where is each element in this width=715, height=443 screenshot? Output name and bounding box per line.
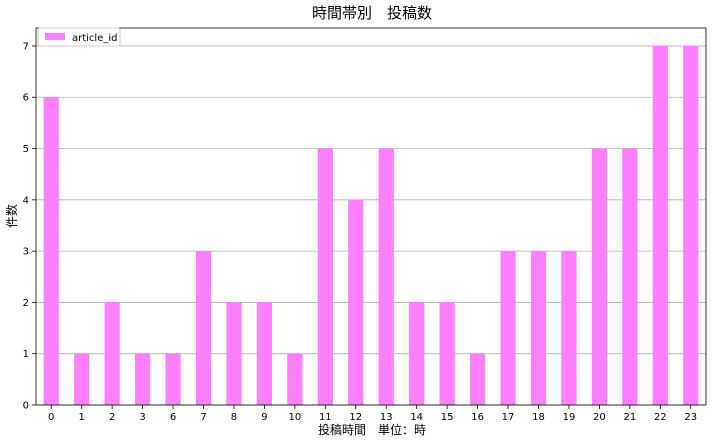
x-tick-label: 6	[170, 412, 176, 423]
x-tick-label: 15	[441, 412, 454, 423]
bar-hour-3	[134, 353, 151, 405]
bar-hour-15	[439, 302, 455, 405]
bar-hour-8	[226, 302, 242, 405]
bar-hour-13	[378, 148, 394, 405]
bar-hour-22	[652, 45, 668, 405]
x-tick-label: 7	[200, 412, 206, 423]
bar-hour-18	[530, 251, 547, 405]
bar-hour-0	[43, 97, 59, 405]
x-tick-label: 23	[684, 412, 697, 423]
legend: article_id	[37, 27, 121, 47]
bar-hour-17	[500, 251, 516, 405]
bar-hour-14	[409, 302, 425, 405]
y-tick-label: 4	[23, 195, 29, 206]
bar-hour-10	[287, 353, 303, 405]
bar-hour-21	[622, 148, 638, 405]
y-axis-ticks: 0 1 2 3 4 5 6 7	[23, 41, 36, 412]
y-tick-label: 0	[23, 401, 29, 412]
x-tick-label: 1	[78, 412, 84, 423]
x-tick-label: 14	[410, 412, 423, 423]
x-tick-label: 2	[109, 412, 115, 423]
x-axis-ticks: 0 1 2 3 6 7 8 9 10 11 12 13 14 15 16 17 18 19 20 21 22 23	[48, 405, 697, 423]
x-tick-label: 17	[502, 412, 515, 423]
y-axis-title: 件数	[4, 204, 19, 228]
legend-swatch	[45, 33, 65, 40]
x-tick-label: 0	[48, 412, 54, 423]
x-tick-label: 20	[593, 412, 606, 423]
x-tick-label: 18	[532, 412, 545, 423]
bar-hour-2	[104, 302, 120, 405]
y-tick-label: 2	[23, 298, 29, 309]
x-tick-label: 8	[231, 412, 237, 423]
bar-hour-11	[317, 148, 333, 405]
bar-hour-16	[469, 353, 486, 405]
x-tick-label: 21	[623, 412, 636, 423]
x-tick-label: 12	[349, 412, 362, 423]
bar-hour-1	[74, 353, 90, 405]
legend-label: article_id	[72, 33, 118, 44]
y-tick-label: 3	[23, 247, 29, 258]
bar-hour-23	[683, 45, 699, 405]
x-tick-label: 19	[563, 412, 576, 423]
plot-frame	[35, 27, 707, 406]
x-tick-label: 9	[261, 412, 267, 423]
x-tick-label: 13	[380, 412, 393, 423]
legend-box	[37, 27, 121, 47]
x-tick-label: 16	[471, 412, 484, 423]
bar-hour-9	[256, 302, 273, 405]
chart-title: 時間帯別 投稿数	[312, 4, 432, 22]
bar-hour-20	[591, 148, 608, 405]
bar-hour-6	[165, 353, 181, 405]
bar-hour-7	[195, 251, 212, 405]
y-tick-label: 1	[23, 349, 29, 360]
y-tick-label: 6	[23, 93, 29, 104]
bar-hour-12	[348, 199, 364, 405]
bar-hour-19	[561, 251, 577, 405]
y-tick-label: 7	[23, 41, 29, 52]
x-axis-title: 投稿時間 単位：時	[318, 422, 426, 437]
y-tick-label: 5	[23, 144, 29, 155]
bars	[43, 45, 699, 405]
x-tick-label: 10	[288, 412, 301, 423]
x-tick-label: 11	[319, 412, 332, 423]
x-tick-label: 3	[139, 412, 145, 423]
x-tick-label: 22	[654, 412, 667, 423]
